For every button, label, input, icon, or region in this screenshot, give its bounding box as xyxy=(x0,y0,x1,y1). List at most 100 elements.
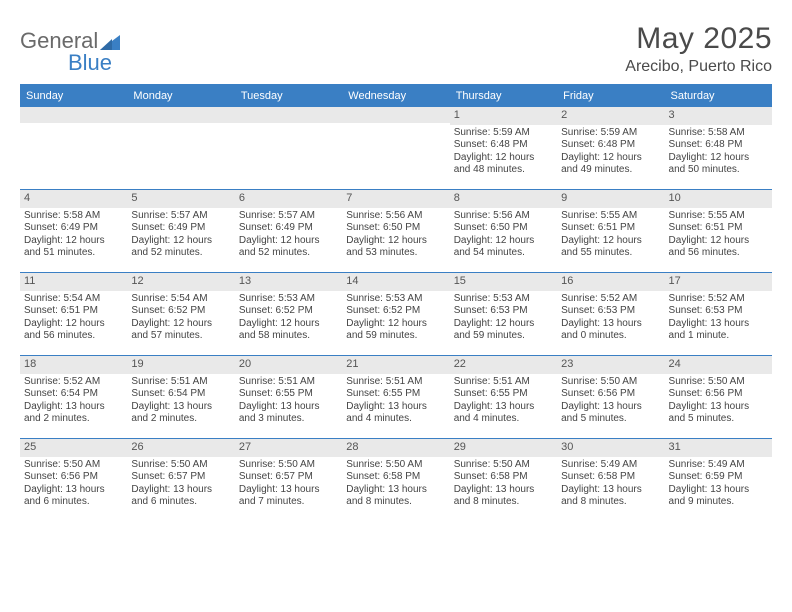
day-body: Sunrise: 5:52 AMSunset: 6:54 PMDaylight:… xyxy=(20,374,127,430)
daylight-line2: and 54 minutes. xyxy=(454,247,553,260)
daylight-line1: Daylight: 13 hours xyxy=(346,484,445,497)
sunset-text: Sunset: 6:55 PM xyxy=(454,388,553,401)
day-body: Sunrise: 5:51 AMSunset: 6:54 PMDaylight:… xyxy=(127,374,234,430)
day-body: Sunrise: 5:53 AMSunset: 6:52 PMDaylight:… xyxy=(235,291,342,347)
sunset-text: Sunset: 6:56 PM xyxy=(669,388,768,401)
sunrise-text: Sunrise: 5:50 AM xyxy=(561,376,660,389)
day-body: Sunrise: 5:58 AMSunset: 6:48 PMDaylight:… xyxy=(665,125,772,181)
day-header-thursday: Thursday xyxy=(450,86,557,106)
sunrise-text: Sunrise: 5:58 AM xyxy=(669,127,768,140)
sunset-text: Sunset: 6:57 PM xyxy=(239,471,338,484)
daylight-line2: and 59 minutes. xyxy=(454,330,553,343)
day-cell: 7Sunrise: 5:56 AMSunset: 6:50 PMDaylight… xyxy=(342,190,449,272)
day-number xyxy=(20,107,127,123)
day-number: 22 xyxy=(450,356,557,374)
daylight-line1: Daylight: 12 hours xyxy=(131,318,230,331)
day-body: Sunrise: 5:49 AMSunset: 6:59 PMDaylight:… xyxy=(665,457,772,513)
daylight-line2: and 8 minutes. xyxy=(561,496,660,509)
day-cell: 20Sunrise: 5:51 AMSunset: 6:55 PMDayligh… xyxy=(235,356,342,438)
sunrise-text: Sunrise: 5:59 AM xyxy=(561,127,660,140)
day-header-saturday: Saturday xyxy=(665,86,772,106)
daylight-line2: and 53 minutes. xyxy=(346,247,445,260)
daylight-line1: Daylight: 13 hours xyxy=(239,401,338,414)
day-body: Sunrise: 5:54 AMSunset: 6:52 PMDaylight:… xyxy=(127,291,234,347)
daylight-line2: and 5 minutes. xyxy=(669,413,768,426)
day-body: Sunrise: 5:56 AMSunset: 6:50 PMDaylight:… xyxy=(450,208,557,264)
day-body: Sunrise: 5:52 AMSunset: 6:53 PMDaylight:… xyxy=(557,291,664,347)
weeks-container: 1Sunrise: 5:59 AMSunset: 6:48 PMDaylight… xyxy=(20,106,772,521)
day-body: Sunrise: 5:50 AMSunset: 6:56 PMDaylight:… xyxy=(20,457,127,513)
day-body: Sunrise: 5:51 AMSunset: 6:55 PMDaylight:… xyxy=(342,374,449,430)
sunrise-text: Sunrise: 5:50 AM xyxy=(24,459,123,472)
daylight-line2: and 3 minutes. xyxy=(239,413,338,426)
day-cell: 6Sunrise: 5:57 AMSunset: 6:49 PMDaylight… xyxy=(235,190,342,272)
daylight-line1: Daylight: 13 hours xyxy=(239,484,338,497)
day-number: 12 xyxy=(127,273,234,291)
sunrise-text: Sunrise: 5:53 AM xyxy=(239,293,338,306)
day-cell: 19Sunrise: 5:51 AMSunset: 6:54 PMDayligh… xyxy=(127,356,234,438)
day-number: 28 xyxy=(342,439,449,457)
daylight-line1: Daylight: 13 hours xyxy=(561,318,660,331)
day-cell: 2Sunrise: 5:59 AMSunset: 6:48 PMDaylight… xyxy=(557,107,664,189)
sunset-text: Sunset: 6:48 PM xyxy=(561,139,660,152)
day-body: Sunrise: 5:51 AMSunset: 6:55 PMDaylight:… xyxy=(450,374,557,430)
calendar-table: SundayMondayTuesdayWednesdayThursdayFrid… xyxy=(20,84,772,521)
day-cell: 29Sunrise: 5:50 AMSunset: 6:58 PMDayligh… xyxy=(450,439,557,521)
daylight-line2: and 56 minutes. xyxy=(669,247,768,260)
day-number: 3 xyxy=(665,107,772,125)
sunset-text: Sunset: 6:52 PM xyxy=(239,305,338,318)
day-body: Sunrise: 5:57 AMSunset: 6:49 PMDaylight:… xyxy=(127,208,234,264)
day-cell: 5Sunrise: 5:57 AMSunset: 6:49 PMDaylight… xyxy=(127,190,234,272)
sunset-text: Sunset: 6:48 PM xyxy=(454,139,553,152)
day-header-friday: Friday xyxy=(557,86,664,106)
daylight-line2: and 58 minutes. xyxy=(239,330,338,343)
sunset-text: Sunset: 6:51 PM xyxy=(24,305,123,318)
sunset-text: Sunset: 6:51 PM xyxy=(669,222,768,235)
sunset-text: Sunset: 6:48 PM xyxy=(669,139,768,152)
day-number: 5 xyxy=(127,190,234,208)
sunrise-text: Sunrise: 5:51 AM xyxy=(454,376,553,389)
sunset-text: Sunset: 6:55 PM xyxy=(346,388,445,401)
sunrise-text: Sunrise: 5:56 AM xyxy=(346,210,445,223)
day-body xyxy=(342,123,449,129)
day-cell: 3Sunrise: 5:58 AMSunset: 6:48 PMDaylight… xyxy=(665,107,772,189)
daylight-line1: Daylight: 13 hours xyxy=(131,484,230,497)
sunset-text: Sunset: 6:56 PM xyxy=(561,388,660,401)
sunset-text: Sunset: 6:57 PM xyxy=(131,471,230,484)
day-cell: 30Sunrise: 5:49 AMSunset: 6:58 PMDayligh… xyxy=(557,439,664,521)
day-number: 8 xyxy=(450,190,557,208)
daylight-line2: and 8 minutes. xyxy=(454,496,553,509)
sunrise-text: Sunrise: 5:51 AM xyxy=(131,376,230,389)
day-body: Sunrise: 5:59 AMSunset: 6:48 PMDaylight:… xyxy=(450,125,557,181)
daylight-line1: Daylight: 13 hours xyxy=(131,401,230,414)
sunset-text: Sunset: 6:53 PM xyxy=(454,305,553,318)
day-number: 10 xyxy=(665,190,772,208)
day-cell: 27Sunrise: 5:50 AMSunset: 6:57 PMDayligh… xyxy=(235,439,342,521)
daylight-line1: Daylight: 13 hours xyxy=(24,484,123,497)
sunset-text: Sunset: 6:49 PM xyxy=(239,222,338,235)
day-number: 13 xyxy=(235,273,342,291)
sunrise-text: Sunrise: 5:56 AM xyxy=(454,210,553,223)
day-header-tuesday: Tuesday xyxy=(235,86,342,106)
daylight-line1: Daylight: 12 hours xyxy=(454,235,553,248)
sunrise-text: Sunrise: 5:53 AM xyxy=(346,293,445,306)
day-cell: 15Sunrise: 5:53 AMSunset: 6:53 PMDayligh… xyxy=(450,273,557,355)
day-cell xyxy=(127,107,234,189)
sunset-text: Sunset: 6:56 PM xyxy=(24,471,123,484)
sunset-text: Sunset: 6:59 PM xyxy=(669,471,768,484)
day-cell: 23Sunrise: 5:50 AMSunset: 6:56 PMDayligh… xyxy=(557,356,664,438)
day-number: 19 xyxy=(127,356,234,374)
sunrise-text: Sunrise: 5:54 AM xyxy=(131,293,230,306)
daylight-line2: and 57 minutes. xyxy=(131,330,230,343)
day-cell: 31Sunrise: 5:49 AMSunset: 6:59 PMDayligh… xyxy=(665,439,772,521)
day-cell: 12Sunrise: 5:54 AMSunset: 6:52 PMDayligh… xyxy=(127,273,234,355)
daylight-line2: and 6 minutes. xyxy=(131,496,230,509)
day-body: Sunrise: 5:49 AMSunset: 6:58 PMDaylight:… xyxy=(557,457,664,513)
day-cell: 22Sunrise: 5:51 AMSunset: 6:55 PMDayligh… xyxy=(450,356,557,438)
sunrise-text: Sunrise: 5:53 AM xyxy=(454,293,553,306)
daylight-line1: Daylight: 12 hours xyxy=(669,152,768,165)
day-body: Sunrise: 5:53 AMSunset: 6:53 PMDaylight:… xyxy=(450,291,557,347)
day-cell: 28Sunrise: 5:50 AMSunset: 6:58 PMDayligh… xyxy=(342,439,449,521)
calendar-page: GeneralBlue May 2025 Arecibo, Puerto Ric… xyxy=(0,0,792,521)
sunset-text: Sunset: 6:54 PM xyxy=(131,388,230,401)
